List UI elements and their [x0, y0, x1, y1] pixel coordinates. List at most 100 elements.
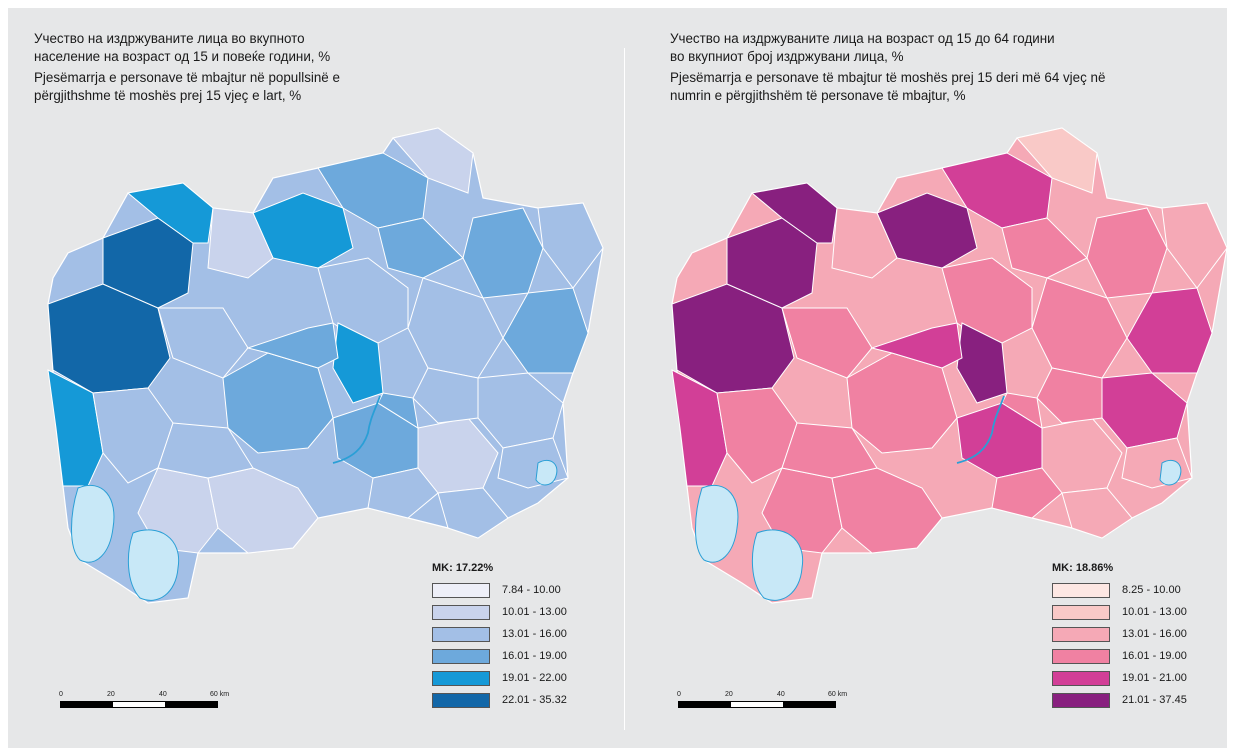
legend-swatch [432, 626, 490, 642]
legend-label: 16.01 - 19.00 [502, 650, 567, 662]
municipality-region [781, 422, 878, 479]
legend-swatch [432, 670, 490, 686]
legend-swatch [1052, 626, 1110, 642]
municipality-region [1016, 127, 1098, 194]
legend-row: 10.01 - 13.00 [1052, 601, 1187, 623]
legend-label: 8.25 - 10.00 [1122, 584, 1181, 596]
municipality-region [246, 322, 339, 369]
municipality-region [207, 207, 274, 279]
scale-tick-label: 40 [159, 691, 167, 698]
municipality-region [392, 127, 474, 194]
scale-tick-label: 0 [59, 691, 63, 698]
lake-water [695, 484, 739, 563]
municipality-region [831, 207, 898, 279]
legend-row: 10.01 - 13.00 [432, 601, 567, 623]
scale-tick-label: 0 [677, 691, 681, 698]
title-mk-line-1: Учество на издржуваните лица на возраст … [670, 31, 1055, 46]
legend-row: 8.25 - 10.00 [1052, 579, 1187, 601]
legend-total: MK: 17.22% [432, 562, 494, 574]
legend-row: 7.84 - 10.00 [432, 579, 567, 601]
municipality-region [870, 322, 963, 369]
scale-tick-label: 20 [107, 691, 115, 698]
choropleth-map-left [47, 127, 604, 604]
legend-swatch [1052, 692, 1110, 708]
lake-water [71, 484, 115, 563]
legend-swatch [432, 692, 490, 708]
legend-row: 13.01 - 16.00 [1052, 623, 1187, 645]
legend-row: 19.01 - 21.00 [1052, 667, 1187, 689]
municipality-region [157, 307, 249, 379]
river [956, 395, 1005, 464]
municipality-region [991, 467, 1063, 519]
municipality-region [377, 217, 464, 279]
municipality-region [1061, 487, 1133, 539]
title-sq-line-2: numrin e përgjithshëm të personave të mb… [670, 88, 966, 103]
map-panel-right: Учество на издржуваните лица на возраст … [632, 8, 1232, 748]
lake-water [751, 529, 804, 601]
municipality-region [750, 182, 838, 244]
municipality-region [537, 202, 604, 289]
scale-bar-left: 0 20 40 60 km [59, 691, 240, 708]
scale-tick-label: 20 [725, 691, 733, 698]
legend-total: MK: 18.86% [1052, 562, 1114, 574]
legend-row: 21.01 - 37.45 [1052, 689, 1187, 711]
legend-label: 21.01 - 37.45 [1122, 694, 1187, 706]
map-title-right: Учество на издржуваните лица на возраст … [670, 30, 1210, 105]
municipality-region [1001, 392, 1043, 430]
municipality-region [831, 467, 943, 554]
lake-water [1159, 459, 1182, 486]
legend-label: 7.84 - 10.00 [502, 584, 561, 596]
legend-label: 16.01 - 19.00 [1122, 650, 1187, 662]
legend-swatch [432, 582, 490, 598]
title-sq-line-1: Pjesëmarrja e personave të mbajtur në po… [34, 70, 340, 85]
municipality-region [1001, 217, 1088, 279]
legend-swatch [1052, 648, 1110, 664]
scale-bar-segments [678, 701, 836, 708]
legend-left: MK: 17.22% 7.84 - 10.00 10.01 - 13.00 13… [432, 562, 567, 711]
municipality-region [367, 467, 439, 519]
legend-label: 13.01 - 16.00 [1122, 628, 1187, 640]
title-mk-line-2: во вкупниот број издржувани лица, % [670, 49, 904, 64]
scale-bar-right: 0 20 40 60 km [677, 691, 858, 708]
scale-tick-label: 40 [777, 691, 785, 698]
legend-swatch [1052, 604, 1110, 620]
municipality-region [781, 307, 873, 379]
legend-label: 10.01 - 13.00 [502, 606, 567, 618]
municipality-region [1161, 202, 1228, 289]
municipality-region [412, 367, 479, 424]
legend-label: 10.01 - 13.00 [1122, 606, 1187, 618]
map-title-left: Учество на издржуваните лица во вкупното… [34, 30, 574, 105]
scale-tick-label: 60 km [210, 691, 230, 698]
title-mk-line-2: население на возраст од 15 и повеќе годи… [34, 49, 331, 64]
municipality-region [377, 392, 419, 430]
legend-label: 19.01 - 21.00 [1122, 672, 1187, 684]
legend-right: MK: 18.86% 8.25 - 10.00 10.01 - 13.00 13… [1052, 562, 1187, 711]
municipality-region [1036, 367, 1103, 424]
panel-divider [624, 48, 625, 730]
legend-swatch [1052, 582, 1110, 598]
lake-water [535, 459, 558, 486]
map-panel-left: Учество на издржуваните лица во вкупното… [8, 8, 608, 748]
legend-label: 22.01 - 35.32 [502, 694, 567, 706]
legend-label: 13.01 - 16.00 [502, 628, 567, 640]
legend-row: 13.01 - 16.00 [432, 623, 567, 645]
title-sq-line-1: Pjesëmarrja e personave të mbajtur të mo… [670, 70, 1106, 85]
title-mk-line-1: Учество на издржуваните лица во вкупното [34, 31, 305, 46]
municipality-region [437, 487, 509, 539]
choropleth-map-right [671, 127, 1228, 604]
title-sq-line-2: përgjithshme të moshës prej 15 vjeç e la… [34, 88, 302, 103]
river [332, 395, 381, 464]
scale-bar-segments [60, 701, 218, 708]
legend-swatch [432, 604, 490, 620]
legend-label: 19.01 - 22.00 [502, 672, 567, 684]
legend-row: 19.01 - 22.00 [432, 667, 567, 689]
scale-tick-label: 60 km [828, 691, 848, 698]
municipality-region [157, 422, 254, 479]
legend-row: 16.01 - 19.00 [432, 645, 567, 667]
municipality-region [126, 182, 214, 244]
legend-swatch [432, 648, 490, 664]
legend-row: 22.01 - 35.32 [432, 689, 567, 711]
lake-water [127, 529, 180, 601]
legend-swatch [1052, 670, 1110, 686]
legend-row: 16.01 - 19.00 [1052, 645, 1187, 667]
